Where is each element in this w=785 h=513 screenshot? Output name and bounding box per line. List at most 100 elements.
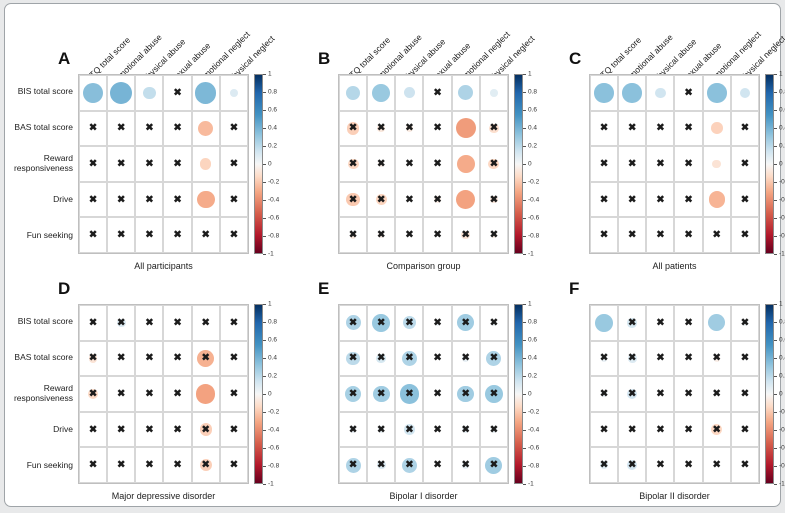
corr-cell: ✖ <box>479 447 508 483</box>
row-label: Drive <box>53 194 73 205</box>
corr-circle <box>346 193 360 207</box>
corr-cell: ✖ <box>395 376 424 412</box>
row-label: Fun seeking <box>26 460 73 471</box>
corr-circle <box>485 385 503 403</box>
row-label: Reward responsiveness <box>13 383 73 403</box>
colorbar-tick-label: 0.2 <box>268 372 278 380</box>
x-mark-icon: ✖ <box>201 229 210 241</box>
corr-circle <box>490 319 497 326</box>
corr-cell: ✖ <box>618 181 647 218</box>
colorbar-tick-label: 0 <box>528 390 532 398</box>
x-mark-icon: ✖ <box>88 193 98 205</box>
corr-cell: ✖ <box>423 305 452 341</box>
corr-cell: ✖ <box>395 110 424 147</box>
correlation-figure: A CTQ total score Emotional abuse Physical … <box>5 4 785 506</box>
corr-cell: ✖ <box>590 340 619 377</box>
colorbar-tick <box>523 92 526 93</box>
colorbar-tick <box>263 236 266 237</box>
colorbar-tick <box>263 358 266 359</box>
corr-cell: ✖ <box>730 110 759 147</box>
x-mark-icon: ✖ <box>628 388 637 400</box>
corr-circle <box>87 388 99 400</box>
colorbar-tick-label: -1 <box>528 250 534 258</box>
colorbar-tick <box>774 484 777 485</box>
colorbar-tick <box>263 376 266 377</box>
x-mark-icon: ✖ <box>117 352 126 364</box>
corr-cell: ✖ <box>674 75 703 111</box>
corr-circle <box>457 385 475 403</box>
colorbar-tick-label: -0.4 <box>779 196 785 204</box>
x-mark-icon: ✖ <box>117 423 126 435</box>
x-mark-icon: ✖ <box>405 158 414 170</box>
x-mark-icon: ✖ <box>599 459 609 471</box>
colorbar-tick-label: 0.6 <box>779 336 785 344</box>
corr-cell: ✖ <box>702 340 731 377</box>
corr-cell: ✖ <box>395 217 424 253</box>
corr-cell <box>395 75 424 111</box>
colorbar-tick <box>263 466 266 467</box>
x-mark-icon: ✖ <box>173 423 182 435</box>
x-mark-icon: ✖ <box>740 388 750 400</box>
colorbar-tick <box>263 340 266 341</box>
corr-circle <box>708 191 725 208</box>
x-mark-icon: ✖ <box>684 193 693 205</box>
x-mark-icon: ✖ <box>433 158 442 170</box>
x-mark-icon: ✖ <box>628 122 637 134</box>
x-mark-icon: ✖ <box>377 388 386 400</box>
colorbar-tick <box>523 128 526 129</box>
x-mark-icon: ✖ <box>712 459 721 471</box>
x-mark-icon: ✖ <box>599 193 609 205</box>
x-mark-icon: ✖ <box>712 423 721 435</box>
colorbar-tick-label: -0.4 <box>528 426 540 434</box>
corr-cell: ✖ <box>79 305 108 341</box>
colorbar-tick-label: 0.8 <box>779 88 785 96</box>
colorbar-tick <box>523 182 526 183</box>
colorbar-tick <box>263 146 266 147</box>
colorbar-tick-label: 0 <box>268 390 272 398</box>
x-mark-icon: ✖ <box>461 317 470 329</box>
corr-circle <box>372 313 391 332</box>
corr-cell: ✖ <box>730 305 759 341</box>
colorbar-tick <box>523 430 526 431</box>
corr-cell: ✖ <box>423 340 452 377</box>
x-mark-icon: ✖ <box>740 229 750 241</box>
x-mark-icon: ✖ <box>684 388 693 400</box>
corr-circle <box>229 88 239 98</box>
corr-cell <box>451 75 480 111</box>
row-label: BAS total score <box>14 122 73 133</box>
corr-cell: ✖ <box>702 376 731 412</box>
colorbar-tick <box>774 74 777 75</box>
colorbar-tick <box>774 448 777 449</box>
x-mark-icon: ✖ <box>377 158 386 170</box>
colorbar <box>765 304 774 484</box>
corr-circle <box>195 82 217 104</box>
corr-cell: ✖ <box>219 110 248 147</box>
corr-grid-e: ✖ ✖ ✖ ✖ ✖ ✖ ✖ ✖ ✖ ✖ ✖ ✖ ✖ ✖ ✖ ✖ ✖ ✖ ✖ ✖ ✖ ✖ ✖ ✖ ✖ ✖ ✖ ✖ ✖ ✖ <box>338 304 509 484</box>
corr-cell: ✖ <box>646 110 675 147</box>
corr-circle <box>706 82 727 103</box>
corr-cell: ✖ <box>395 305 424 341</box>
corr-circle <box>486 350 502 366</box>
x-mark-icon: ✖ <box>229 423 239 435</box>
corr-circle <box>462 461 470 469</box>
colorbar-tick <box>774 466 777 467</box>
corr-circle <box>376 460 386 470</box>
x-mark-icon: ✖ <box>173 122 182 134</box>
x-mark-icon: ✖ <box>712 388 721 400</box>
corr-cell: ✖ <box>618 146 647 182</box>
corr-cell: ✖ <box>479 181 508 218</box>
colorbar-tick <box>774 164 777 165</box>
x-mark-icon: ✖ <box>656 193 665 205</box>
corr-circle <box>402 316 416 330</box>
corr-circle <box>710 122 723 135</box>
corr-cell: ✖ <box>135 305 164 341</box>
corr-cell: ✖ <box>163 217 192 253</box>
x-mark-icon: ✖ <box>117 193 126 205</box>
corr-cell: ✖ <box>646 340 675 377</box>
colorbar-tick <box>774 412 777 413</box>
x-mark-icon: ✖ <box>377 229 386 241</box>
corr-cell: ✖ <box>674 411 703 448</box>
colorbar-tick-label: 0 <box>528 160 532 168</box>
corr-circle <box>600 355 608 362</box>
x-mark-icon: ✖ <box>145 193 154 205</box>
